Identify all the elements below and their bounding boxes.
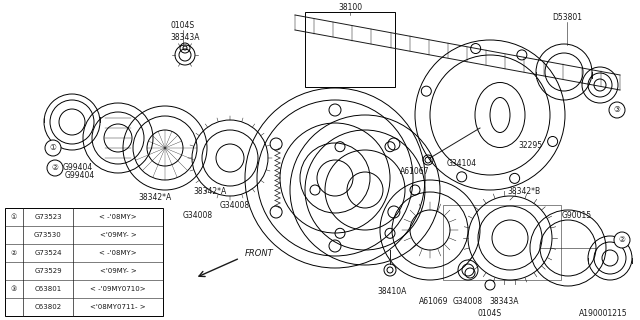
Text: ②: ② bbox=[11, 250, 17, 256]
Text: ③: ③ bbox=[11, 286, 17, 292]
Text: 38343A: 38343A bbox=[489, 298, 519, 307]
Text: < -'08MY>: < -'08MY> bbox=[99, 214, 137, 220]
Text: ③: ③ bbox=[614, 106, 620, 115]
Text: < -'09MY0710>: < -'09MY0710> bbox=[90, 286, 146, 292]
Text: ②: ② bbox=[619, 236, 625, 244]
Text: ①: ① bbox=[11, 214, 17, 220]
Text: ②: ② bbox=[52, 164, 58, 172]
Circle shape bbox=[609, 102, 625, 118]
Text: 38342*A: 38342*A bbox=[193, 188, 227, 196]
Text: G99404: G99404 bbox=[63, 164, 93, 172]
Text: 38342*A: 38342*A bbox=[138, 194, 172, 203]
Text: 32295: 32295 bbox=[518, 140, 542, 149]
Text: 38100: 38100 bbox=[338, 4, 362, 12]
Circle shape bbox=[614, 232, 630, 248]
Text: G90015: G90015 bbox=[562, 211, 592, 220]
Text: A61069: A61069 bbox=[419, 298, 449, 307]
Text: FRONT: FRONT bbox=[245, 250, 274, 259]
Text: 0104S: 0104S bbox=[478, 308, 502, 317]
Text: G34008: G34008 bbox=[183, 211, 213, 220]
Text: G73524: G73524 bbox=[35, 250, 61, 256]
Text: G73530: G73530 bbox=[34, 232, 62, 238]
Text: G34104: G34104 bbox=[447, 158, 477, 167]
Text: C63801: C63801 bbox=[35, 286, 61, 292]
Text: <'09MY- >: <'09MY- > bbox=[100, 268, 136, 274]
Circle shape bbox=[47, 160, 63, 176]
Text: 38410A: 38410A bbox=[378, 287, 406, 297]
Text: 0104S: 0104S bbox=[171, 20, 195, 29]
Bar bbox=[305, 12, 395, 87]
Text: G73529: G73529 bbox=[34, 268, 62, 274]
Text: C63802: C63802 bbox=[35, 304, 61, 310]
Text: A190001215: A190001215 bbox=[579, 309, 628, 318]
Text: ①: ① bbox=[49, 143, 56, 153]
Bar bbox=[5, 208, 163, 316]
Text: A61067: A61067 bbox=[400, 167, 429, 177]
Text: < -'08MY>: < -'08MY> bbox=[99, 250, 137, 256]
Bar bbox=[443, 205, 561, 280]
Text: 38342*B: 38342*B bbox=[508, 188, 541, 196]
Text: G34008: G34008 bbox=[220, 201, 250, 210]
Text: D53801: D53801 bbox=[552, 13, 582, 22]
Text: G73523: G73523 bbox=[34, 214, 62, 220]
Text: <'09MY- >: <'09MY- > bbox=[100, 232, 136, 238]
Text: <'08MY0711- >: <'08MY0711- > bbox=[90, 304, 146, 310]
Text: G34008: G34008 bbox=[453, 298, 483, 307]
Text: 38343A: 38343A bbox=[170, 33, 200, 42]
Circle shape bbox=[45, 140, 61, 156]
Text: G99404: G99404 bbox=[65, 171, 95, 180]
